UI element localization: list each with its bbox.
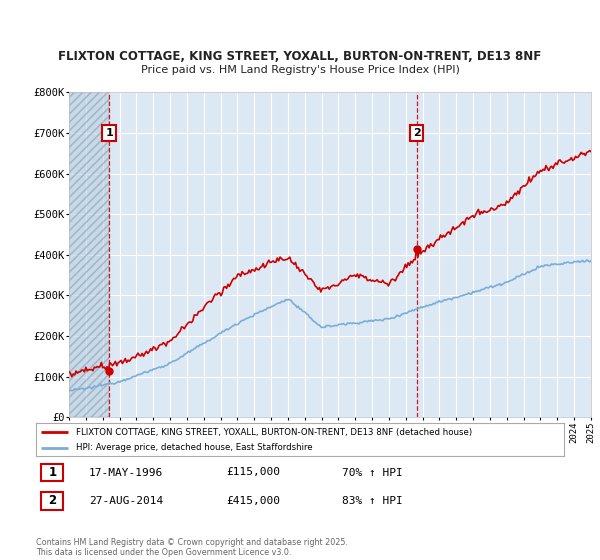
- Text: 1: 1: [105, 128, 113, 138]
- Text: £115,000: £115,000: [226, 468, 280, 478]
- Text: Contains HM Land Registry data © Crown copyright and database right 2025.
This d: Contains HM Land Registry data © Crown c…: [36, 538, 348, 557]
- Bar: [41, 464, 64, 482]
- Text: 70% ↑ HPI: 70% ↑ HPI: [342, 468, 403, 478]
- Bar: [69, 92, 109, 417]
- Text: 27-AUG-2014: 27-AUG-2014: [89, 496, 163, 506]
- Text: HPI: Average price, detached house, East Staffordshire: HPI: Average price, detached house, East…: [76, 444, 312, 452]
- Text: FLIXTON COTTAGE, KING STREET, YOXALL, BURTON-ON-TRENT, DE13 8NF: FLIXTON COTTAGE, KING STREET, YOXALL, BU…: [58, 49, 542, 63]
- Text: 2: 2: [49, 494, 56, 507]
- Text: Price paid vs. HM Land Registry's House Price Index (HPI): Price paid vs. HM Land Registry's House …: [140, 65, 460, 75]
- Text: 83% ↑ HPI: 83% ↑ HPI: [342, 496, 403, 506]
- Text: FLIXTON COTTAGE, KING STREET, YOXALL, BURTON-ON-TRENT, DE13 8NF (detached house): FLIXTON COTTAGE, KING STREET, YOXALL, BU…: [76, 428, 472, 437]
- Text: 1: 1: [49, 466, 56, 479]
- Bar: [41, 492, 64, 510]
- Text: 17-MAY-1996: 17-MAY-1996: [89, 468, 163, 478]
- Text: £415,000: £415,000: [226, 496, 280, 506]
- Text: 2: 2: [413, 128, 421, 138]
